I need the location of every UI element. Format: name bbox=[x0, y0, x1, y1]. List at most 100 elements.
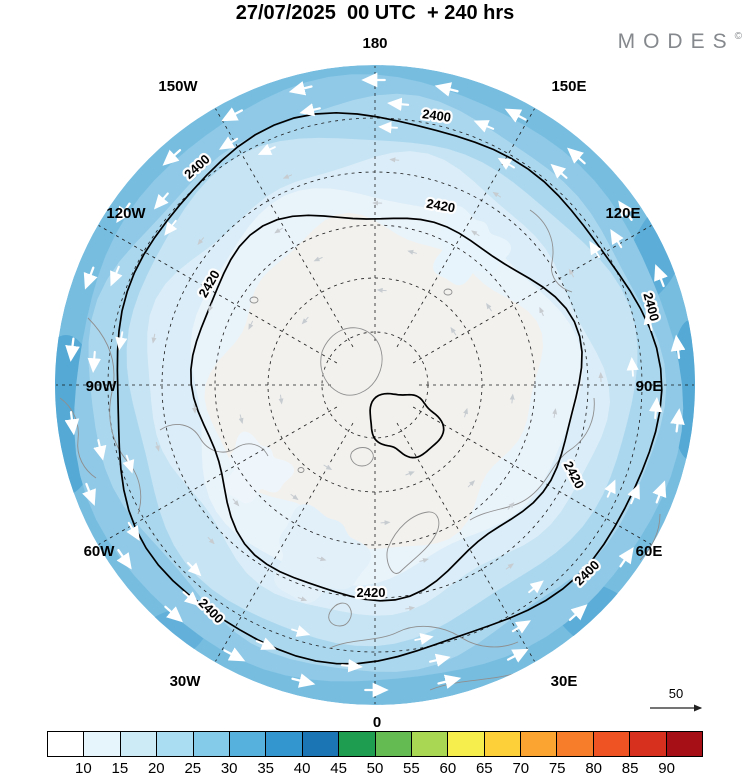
lon-label-120w: 120W bbox=[106, 205, 146, 222]
wind-arrow bbox=[618, 200, 634, 221]
colorbar-segment bbox=[193, 732, 230, 756]
coastline-path bbox=[297, 467, 305, 473]
colorbar-segment bbox=[557, 732, 594, 756]
lon-label-90e: 90E bbox=[636, 378, 663, 395]
weak-wind-arrow bbox=[463, 407, 468, 418]
colorbar-tick-label: 70 bbox=[512, 760, 530, 777]
lon-label-90w: 90W bbox=[86, 378, 118, 395]
chart-title: 27/07/2025 00 UTC + 240 hrs bbox=[235, 2, 515, 24]
wind-arrow bbox=[83, 266, 98, 290]
weak-wind-arrow bbox=[505, 563, 514, 570]
wind-arrow bbox=[627, 483, 640, 505]
lon-label-120e: 120E bbox=[605, 205, 640, 222]
weak-wind-arrow bbox=[232, 498, 240, 507]
coastline-path bbox=[328, 602, 352, 627]
coastline-path bbox=[320, 327, 383, 396]
latitude-circle bbox=[107, 117, 643, 653]
colorbar-tick-label: 45 bbox=[330, 760, 347, 777]
weak-wind-arrow bbox=[568, 268, 574, 278]
weak-wind-arrow bbox=[405, 471, 415, 476]
wind-arrow bbox=[429, 653, 451, 667]
colorbar-tick-label: 80 bbox=[585, 760, 603, 777]
coastline-path bbox=[350, 447, 374, 467]
graticule bbox=[56, 66, 694, 704]
contour-2420 bbox=[190, 214, 583, 602]
modes-logo: MODES© bbox=[618, 30, 742, 54]
weak-wind-arrow bbox=[297, 596, 308, 602]
colorbar-tick-label: 90 bbox=[658, 760, 675, 777]
colorbar-segment bbox=[448, 732, 485, 756]
colorbar-segment bbox=[521, 732, 558, 756]
weak-wind-arrow bbox=[576, 478, 581, 488]
lon-label-180: 180 bbox=[362, 35, 387, 52]
weak-wind-arrow bbox=[274, 227, 283, 234]
weak-wind-arrow bbox=[208, 302, 214, 312]
colorbar-segment bbox=[375, 732, 412, 756]
latitude-circle bbox=[214, 224, 536, 546]
colorbar-segment bbox=[666, 732, 703, 756]
wind-arrow bbox=[604, 479, 616, 498]
colorbar-segment bbox=[266, 732, 303, 756]
coastline-path bbox=[639, 513, 661, 561]
weak-wind-arrow bbox=[151, 333, 157, 344]
wind-arrow bbox=[221, 107, 244, 122]
wind-arrow bbox=[340, 659, 363, 673]
wind-arrow bbox=[497, 157, 515, 170]
colorbar-tick-label: 20 bbox=[147, 760, 165, 777]
wind-arrow bbox=[649, 397, 663, 420]
coastline-path bbox=[469, 397, 595, 521]
wind-arrow bbox=[437, 674, 462, 689]
colorbar-segment bbox=[302, 732, 340, 756]
lon-label-30e: 30E bbox=[551, 673, 578, 690]
wind-arrow bbox=[387, 97, 410, 111]
colorbar-segment bbox=[484, 732, 522, 756]
contour-label-2420: 2420 bbox=[357, 585, 386, 600]
weak-wind-arrow bbox=[380, 520, 391, 526]
interior-wind-arrows bbox=[151, 157, 604, 611]
colorbar-segment bbox=[157, 732, 194, 756]
weak-wind-arrow bbox=[539, 306, 545, 316]
wind-arrow bbox=[116, 549, 132, 570]
wind-arrow bbox=[291, 625, 311, 637]
wind-arrow bbox=[626, 356, 639, 377]
weak-wind-arrow bbox=[405, 605, 416, 611]
wind-arrow bbox=[219, 136, 239, 150]
colorbar-tick-label: 10 bbox=[75, 760, 92, 777]
colorbar-segment bbox=[120, 732, 158, 756]
coastline-path bbox=[443, 288, 453, 296]
wind-arrow bbox=[153, 192, 169, 210]
wind-scale-value: 50 bbox=[669, 686, 683, 701]
weak-wind-arrow bbox=[316, 556, 327, 562]
weak-wind-arrow bbox=[507, 502, 515, 510]
weak-wind-arrow bbox=[486, 302, 492, 312]
weak-wind-arrow bbox=[191, 403, 197, 414]
colorbar-tick-label: 55 bbox=[403, 760, 420, 777]
wind-arrow bbox=[654, 264, 668, 288]
wind-arrow bbox=[670, 408, 685, 433]
colorbar-tick-label: 25 bbox=[184, 760, 202, 777]
colorbar-tick-label: 60 bbox=[439, 760, 457, 777]
wind-arrow bbox=[110, 265, 123, 287]
weak-wind-arrow bbox=[278, 394, 284, 405]
wind-arrow bbox=[528, 580, 544, 594]
wind-arrow bbox=[82, 482, 96, 506]
weak-wind-arrow bbox=[389, 157, 400, 163]
peripheral-wind-arrows bbox=[64, 72, 686, 698]
shade-light-blob bbox=[223, 431, 295, 504]
wind-arrow bbox=[643, 309, 657, 331]
weak-wind-arrow bbox=[419, 558, 429, 563]
colorbar-tick-label: 75 bbox=[548, 760, 566, 777]
weak-wind-arrow bbox=[323, 464, 333, 470]
wind-arrow bbox=[122, 454, 135, 474]
lon-label-60e: 60E bbox=[636, 543, 663, 560]
wind-arrow bbox=[126, 521, 140, 541]
wind-arrow bbox=[187, 561, 202, 577]
colorbar-segment bbox=[84, 732, 121, 756]
wind-arrow bbox=[116, 202, 132, 224]
wind-arrow bbox=[288, 81, 313, 96]
colorbar-tick-label: 15 bbox=[111, 760, 129, 777]
wind-arrow bbox=[652, 480, 667, 504]
colorbar-segment bbox=[593, 732, 631, 756]
colorbar-segment bbox=[630, 732, 667, 756]
